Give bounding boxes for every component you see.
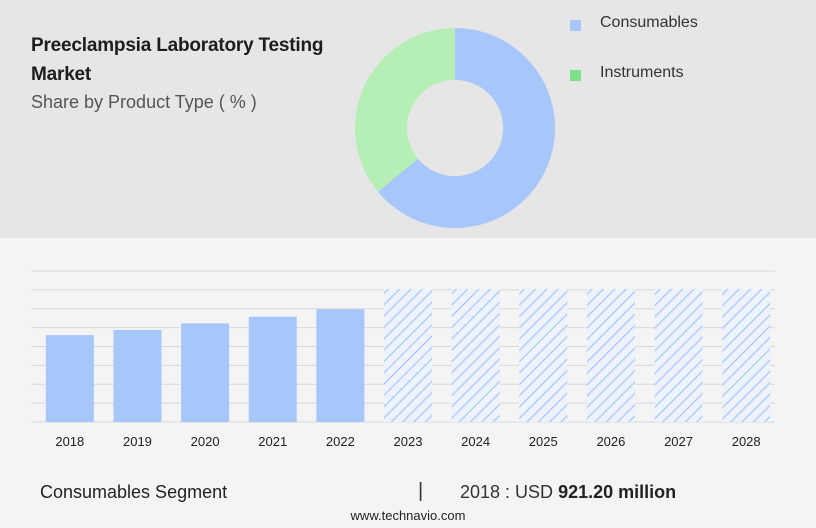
donut-slice-instruments [355, 28, 455, 192]
donut-slice-consumables [377, 28, 555, 229]
bar-svg: 2018 2019 2020 2021 2022 2023 2024 2025 2026 2027… [31, 270, 775, 449]
x-tick-2024: 2024 [461, 434, 490, 449]
donut-hole [407, 80, 503, 176]
bar-2028 [722, 288, 771, 422]
bar-2025 [519, 288, 568, 422]
footer-url: www.technavio.com [350, 508, 466, 523]
bar-2022 [316, 309, 365, 422]
bar-2019 [113, 329, 162, 422]
donut-svg [355, 28, 555, 229]
bar-2026 [586, 288, 635, 422]
bar-2020 [181, 323, 230, 422]
x-tick-2018: 2018 [55, 434, 84, 449]
footer-year-label: 2018 : USD [460, 482, 554, 502]
x-tick-2022: 2022 [326, 434, 355, 449]
footer-value: 2018 : USD 921.20 million [460, 482, 676, 503]
bar-2024 [451, 288, 500, 422]
x-tick-2021: 2021 [258, 434, 287, 449]
chart-subtitle: Share by Product Type ( % ) [31, 92, 257, 112]
footer-segment-label: Consumables Segment [40, 482, 228, 502]
x-tick-2025: 2025 [529, 434, 558, 449]
top-panel: Preeclampsia Laboratory Testing Market S… [0, 0, 816, 238]
x-tick-2027: 2027 [664, 434, 693, 449]
footer-divider: | [418, 480, 424, 502]
bar-2021 [248, 316, 297, 422]
donut-chart [354, 27, 556, 229]
legend-label-consumables: Consumables [600, 14, 698, 31]
x-tick-2026: 2026 [596, 434, 625, 449]
legend-label-instruments: Instruments [600, 64, 684, 81]
bar-2023 [384, 288, 432, 422]
x-tick-2020: 2020 [191, 434, 220, 449]
legend-swatch-instruments [570, 70, 581, 81]
x-tick-2028: 2028 [732, 434, 761, 449]
bar-chart: 2018 2019 2020 2021 2022 2023 2024 2025 2026 2027… [0, 258, 816, 458]
x-tick-2023: 2023 [394, 434, 423, 449]
footer-value-amount: 921.20 million [558, 482, 677, 502]
legend-swatch-consumables [570, 20, 581, 31]
x-tick-2019: 2019 [123, 434, 152, 449]
bar-2027 [654, 288, 703, 422]
chart-title: Preeclampsia Laboratory Testing Market [31, 35, 324, 85]
bar-2018 [45, 335, 94, 422]
